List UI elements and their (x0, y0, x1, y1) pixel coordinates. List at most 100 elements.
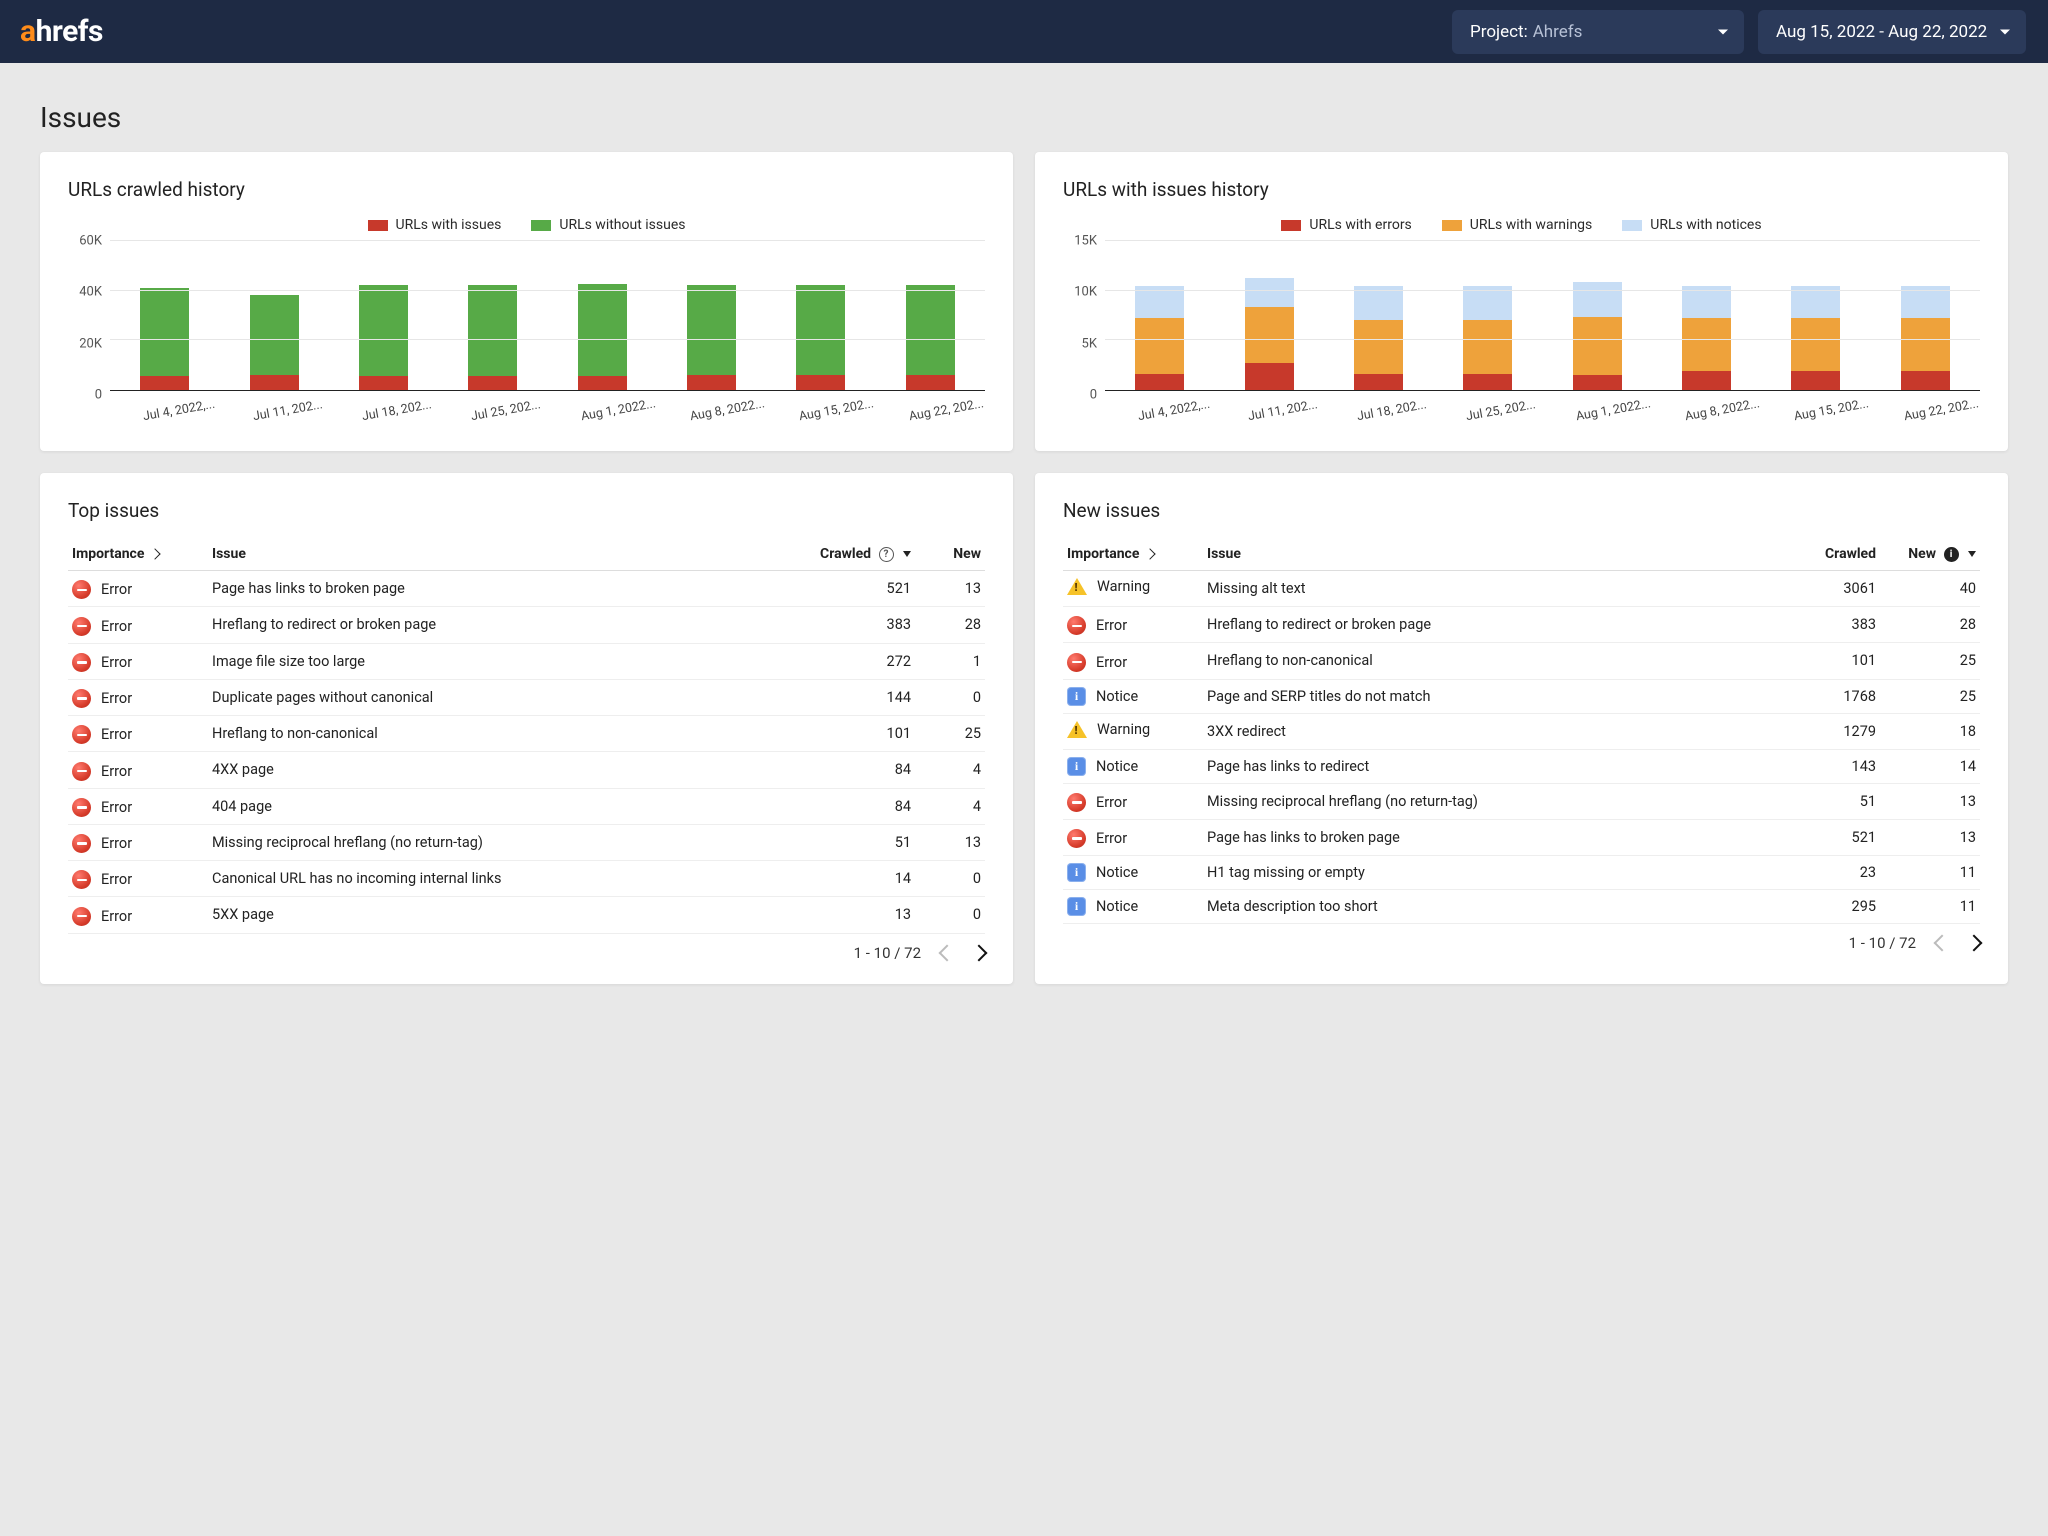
chart-bar (1791, 286, 1840, 390)
severity-label: Error (101, 581, 132, 598)
cell-crawled: 1279 (1780, 713, 1880, 749)
pagination-prev-button[interactable] (1934, 935, 1951, 952)
cell-issue: Canonical URL has no incoming internal l… (208, 861, 795, 897)
y-tick: 60K (79, 234, 102, 249)
brand-logo-rest: hrefs (36, 14, 103, 49)
table-row[interactable]: NoticePage has links to redirect14314 (1063, 749, 1980, 783)
table-row[interactable]: ErrorMissing reciprocal hreflang (no ret… (68, 824, 985, 860)
bar-segment-errors (1791, 371, 1840, 390)
col-crawled[interactable]: Crawled (1780, 538, 1880, 571)
cell-issue: 4XX page (208, 752, 795, 788)
project-selector[interactable]: Project: Ahrefs (1452, 10, 1744, 54)
pagination-prev-button[interactable] (939, 944, 956, 961)
cell-issue: Missing alt text (1203, 571, 1780, 607)
col-new[interactable]: New (915, 538, 985, 571)
bar-segment-notices (1901, 286, 1950, 318)
legend-label: URLs with warnings (1470, 217, 1592, 233)
table-row[interactable]: NoticePage and SERP titles do not match1… (1063, 679, 1980, 713)
x-tick: Aug 8, 2022... (1683, 395, 1737, 437)
col-issue[interactable]: Issue (208, 538, 795, 571)
table-row[interactable]: Error5XX page130 (68, 897, 985, 933)
table-row[interactable]: ErrorImage file size too large2721 (68, 643, 985, 679)
table-row[interactable]: ErrorMissing reciprocal hreflang (no ret… (1063, 783, 1980, 819)
cell-importance: Error (68, 788, 208, 824)
y-tick: 5K (1082, 336, 1097, 351)
table-row[interactable]: ErrorDuplicate pages without canonical14… (68, 679, 985, 715)
col-crawled[interactable]: Crawled ? (795, 538, 915, 571)
chart-bar (1901, 286, 1950, 390)
table-row[interactable]: Error404 page844 (68, 788, 985, 824)
x-tick: Aug 1, 2022... (1573, 395, 1627, 437)
col-importance[interactable]: Importance (1063, 538, 1203, 571)
table-row[interactable]: ErrorPage has links to broken page52113 (1063, 819, 1980, 855)
cell-importance: Notice (1063, 890, 1203, 924)
cell-crawled: 101 (795, 716, 915, 752)
cell-crawled: 383 (795, 607, 915, 643)
error-icon (72, 907, 91, 926)
table-body: WarningMissing alt text306140ErrorHrefla… (1063, 571, 1980, 924)
bar-segment-warnings (1573, 317, 1622, 375)
card-new-issues: New issues Importance Issue Crawled New … (1035, 473, 2008, 984)
card-title: URLs crawled history (68, 178, 985, 201)
cell-issue: Hreflang to redirect or broken page (208, 607, 795, 643)
cell-crawled: 272 (795, 643, 915, 679)
bar-segment-without_issues (359, 285, 408, 376)
cell-crawled: 3061 (1780, 571, 1880, 607)
error-icon (72, 653, 91, 672)
date-range-selector[interactable]: Aug 15, 2022 - Aug 22, 2022 (1758, 10, 2026, 54)
table-row[interactable]: ErrorHreflang to redirect or broken page… (1063, 607, 1980, 643)
chevron-down-icon (1718, 29, 1728, 34)
table-row[interactable]: Error Canonical URL has no incoming inter… (68, 861, 985, 897)
cell-issue: 404 page (208, 788, 795, 824)
chevron-down-icon (2000, 29, 2010, 34)
col-new[interactable]: New i (1880, 538, 1980, 571)
table-row[interactable]: ErrorPage has links to broken page52113 (68, 571, 985, 607)
pagination-range: 1 - 10 / 72 (1849, 934, 1916, 952)
table-row[interactable]: ErrorHreflang to non-canonical10125 (1063, 643, 1980, 679)
y-tick: 40K (79, 285, 102, 300)
date-range-value: Aug 15, 2022 - Aug 22, 2022 (1776, 22, 1987, 42)
table-row[interactable]: WarningMissing alt text306140 (1063, 571, 1980, 607)
cell-issue: Page has links to broken page (208, 571, 795, 607)
legend-label: URLs with issues (396, 217, 502, 233)
chart-bars (1105, 241, 1980, 390)
bar-segment-with_issues (578, 376, 627, 390)
cell-new: 40 (1880, 571, 1980, 607)
page-title: Issues (40, 101, 2008, 134)
bar-segment-warnings (1135, 318, 1184, 374)
bar-segment-notices (1354, 286, 1403, 320)
x-tick: Aug 22, 202... (907, 395, 961, 437)
severity-label: Error (101, 618, 132, 635)
error-icon (1067, 616, 1086, 635)
severity-label: Error (101, 871, 132, 888)
cell-importance: Notice (1063, 679, 1203, 713)
card-grid: URLs crawled history URLs with issues URL… (40, 152, 2008, 984)
table-row[interactable]: ErrorHreflang to non-canonical10125 (68, 716, 985, 752)
warning-icon (1067, 578, 1087, 595)
table-row[interactable]: NoticeH1 tag missing or empty2311 (1063, 856, 1980, 890)
table-row[interactable]: Error Hreflang to redirect or broken page… (68, 607, 985, 643)
table-row[interactable]: Warning3XX redirect127918 (1063, 713, 1980, 749)
pagination-next-button[interactable] (971, 944, 988, 961)
bar-segment-errors (1245, 363, 1294, 390)
cell-crawled: 521 (1780, 819, 1880, 855)
chart-bar (468, 285, 517, 390)
severity-label: Error (1096, 617, 1127, 634)
cell-new: 28 (1880, 607, 1980, 643)
pagination-next-button[interactable] (1966, 935, 1983, 952)
col-importance[interactable]: Importance (68, 538, 208, 571)
cell-new: 25 (1880, 643, 1980, 679)
help-icon[interactable]: ? (879, 547, 894, 562)
cell-importance: Warning (1063, 571, 1203, 607)
bar-segment-warnings (1901, 318, 1950, 371)
notice-icon (1067, 687, 1086, 706)
card-urls-crawled-history: URLs crawled history URLs with issuesURL… (40, 152, 1013, 451)
table-row[interactable]: NoticeMeta description too short29511 (1063, 890, 1980, 924)
col-issue[interactable]: Issue (1203, 538, 1780, 571)
x-tick: Jul 18, 202... (1355, 395, 1409, 437)
info-icon[interactable]: i (1944, 547, 1959, 562)
card-title: New issues (1063, 499, 1980, 522)
cell-issue: Hreflang to non-canonical (208, 716, 795, 752)
cell-crawled: 295 (1780, 890, 1880, 924)
table-row[interactable]: Error4XX page844 (68, 752, 985, 788)
